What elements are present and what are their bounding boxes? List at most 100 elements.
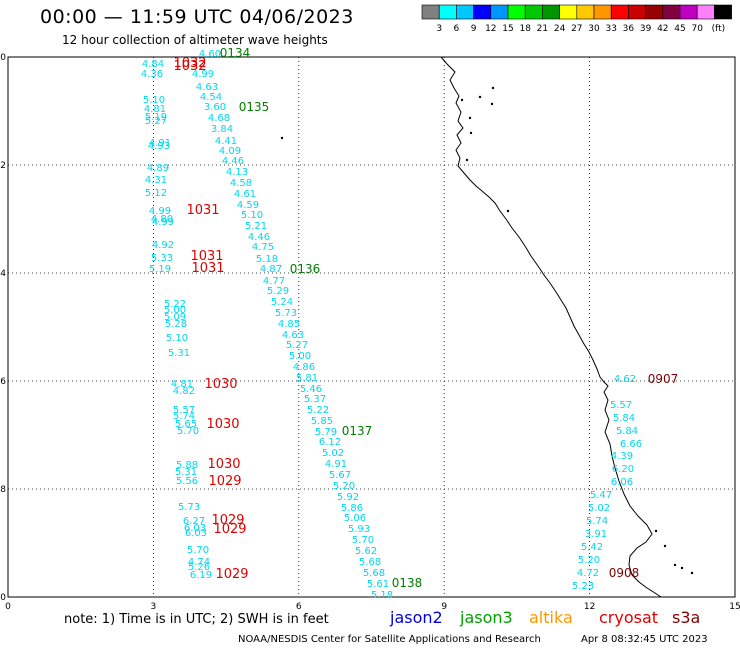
swh-value-label: 5.22 [307, 405, 329, 416]
cryosat-pass-label: 1032 [173, 56, 206, 71]
swh-value-label: 4.54 [200, 92, 222, 103]
swh-value-label: 6.06 [611, 477, 633, 488]
swh-value-label: 4.63 [282, 330, 304, 341]
swh-value-label: 5.42 [581, 542, 603, 553]
colorbar-tick-label: 6 [454, 24, 460, 34]
swh-value-label: 4.99 [152, 217, 174, 228]
cryosat-pass-label: 1030 [207, 457, 240, 472]
swh-value-label: 5.70 [352, 535, 374, 546]
jason3-pass-label: 0137 [342, 424, 373, 438]
swh-value-label: 5.67 [329, 470, 351, 481]
swh-value-label: 5.02 [322, 448, 344, 459]
x-tick-label: 6 [296, 602, 302, 612]
satellite-s3a-label: s3a [672, 608, 701, 627]
swh-value-label: 4.41 [215, 136, 237, 147]
island-dot [491, 86, 495, 90]
swh-value-label: 5.27 [286, 340, 308, 351]
satellite-altika-label: altika [529, 608, 573, 627]
swh-value-label: 6.03 [185, 528, 207, 539]
swh-value-label: 5.86 [341, 503, 363, 514]
island-dot [468, 116, 472, 120]
s3a-pass-label: 0907 [648, 372, 679, 386]
colorbar-tick-label: (ft) [712, 24, 726, 34]
cryosat-pass-label: 1029 [215, 567, 248, 582]
swh-value-label: 5.73 [178, 502, 200, 513]
swh-value-label: 5.18 [256, 254, 278, 265]
colorbar-tick-label: 18 [519, 24, 531, 34]
colorbar-tick-label: 27 [571, 24, 582, 34]
x-tick-label: 0 [5, 602, 11, 612]
credit-line: NOAA/NESDIS Center for Satellite Applica… [238, 634, 541, 645]
swh-value-label: 5.24 [271, 297, 293, 308]
swh-value-label: 5.88 [176, 460, 198, 471]
swh-value-label: 5.47 [590, 490, 612, 501]
cryosat-pass-label: 1029 [208, 474, 241, 489]
swh-value-label: 4.99 [149, 206, 171, 217]
swh-value-label: 5.10 [166, 333, 188, 344]
y-tick-label: -8 [0, 485, 6, 495]
colorbar-tick-label: 24 [554, 24, 566, 34]
swh-value-label: 5.79 [315, 427, 337, 438]
swh-value-label: 5.74 [586, 516, 608, 527]
x-tick-label: 3 [151, 602, 157, 612]
colorbar-tick-label: 3 [436, 24, 442, 34]
swh-value-label: 5.20 [333, 481, 355, 492]
swh-value-label: 6.20 [612, 464, 634, 475]
y-tick-label: -6 [0, 377, 6, 387]
swh-value-label: 4.91 [149, 138, 171, 149]
map-title: 00:00 — 11:59 UTC 04/06/2023 [40, 6, 354, 28]
wave-height-map: 036912150-2-4-6-8-104.604.844.365.104.81… [0, 46, 740, 612]
jason3-pass-label: 0136 [290, 262, 321, 276]
satellite-jason2-label: jason2 [390, 608, 443, 627]
swh-value-label: 4.85 [278, 319, 300, 330]
jason3-pass-label: 0134 [220, 46, 251, 60]
island-dot [465, 158, 469, 162]
swh-value-label: 5.85 [311, 416, 333, 427]
swh-value-label: 5.46 [300, 384, 322, 395]
island-dot [663, 544, 667, 548]
x-tick-label: 12 [584, 602, 595, 612]
s3a-pass-label: 0908 [609, 566, 640, 580]
swh-value-label: 5.81 [296, 373, 318, 384]
swh-value-label: 5.00 [164, 305, 186, 316]
swh-value-label: 3.60 [204, 102, 226, 113]
swh-value-label: 4.91 [325, 459, 347, 470]
swh-value-label: 5.06 [344, 513, 366, 524]
cryosat-pass-label: 1029 [213, 522, 246, 537]
y-tick-label: -4 [0, 269, 6, 279]
swh-value-label: 4.39 [611, 451, 633, 462]
colorbar-legend: 3 6 9 12 15 18 21 24 27 30 33 36 39 42 45 70 (ft) [421, 4, 732, 34]
swh-value-label: 4.86 [293, 362, 315, 373]
jason3-pass-label: 0135 [239, 100, 270, 114]
swh-value-label: 5.57 [610, 400, 632, 411]
swh-value-label: 3.84 [211, 124, 233, 135]
swh-value-label: 5.65 [175, 419, 197, 430]
swh-value-label: 4.77 [263, 276, 285, 287]
swh-value-label: 4.36 [141, 69, 163, 80]
x-tick-label: 15 [729, 602, 740, 612]
swh-value-label: 4.89 [147, 163, 169, 174]
cryosat-pass-label: 1032 [173, 59, 206, 74]
swh-value-label: 5.84 [616, 426, 638, 437]
swh-value-label: 5.22 [164, 299, 186, 310]
swh-value-label: 5.61 [367, 579, 389, 590]
swh-value-label: 4.72 [577, 568, 599, 579]
swh-value-label: 4.82 [173, 386, 195, 397]
swh-value-label: 6.66 [620, 439, 642, 450]
island-dot [460, 98, 464, 102]
colorbar-tick-label: 9 [471, 24, 477, 34]
colorbar-tick-label: 36 [623, 24, 635, 34]
swh-value-label: 5.10 [143, 95, 165, 106]
swh-value-label: 5.12 [145, 188, 167, 199]
island-dot [506, 209, 510, 213]
colorbar-tick-label: 42 [657, 24, 668, 34]
colorbar-tick-label: 30 [588, 24, 600, 34]
swh-value-label: 5.84 [613, 413, 635, 424]
swh-value-label: 6.19 [190, 570, 212, 581]
swh-value-label: 5.00 [289, 351, 311, 362]
swh-value-label: 4.58 [230, 178, 252, 189]
swh-value-label: 5.92 [337, 492, 359, 503]
colorbar-tick-label: 45 [674, 24, 685, 34]
swh-value-label: 5.18 [371, 590, 393, 601]
swh-value-label: 6.03 [184, 523, 206, 534]
